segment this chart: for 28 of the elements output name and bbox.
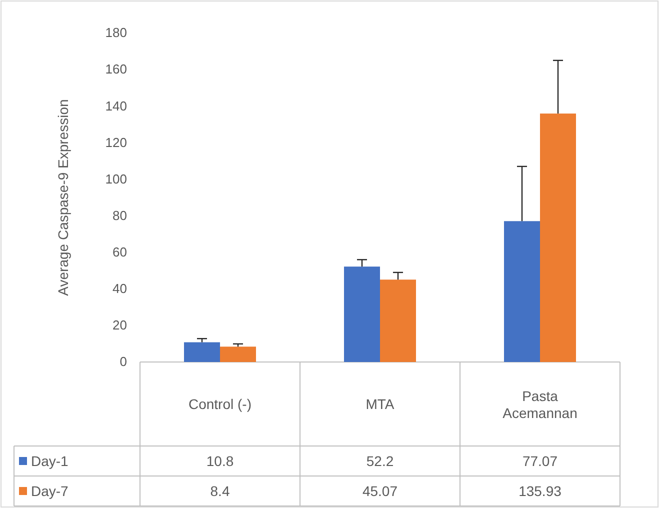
y-tick-label: 160 [105,62,127,77]
bar [344,266,380,362]
data-label: 77.07 [522,453,558,469]
bar [540,114,576,362]
bar [220,346,256,362]
y-tick-label: 60 [112,244,127,260]
y-tick-label: 180 [105,25,127,40]
x-tick-label: Pasta Acemannan [502,388,578,421]
legend-label: Day-7 [31,483,69,499]
x-tick-label: MTA [366,396,395,412]
y-tick-label: 120 [105,134,127,150]
bar [380,280,416,362]
bar [184,342,220,362]
y-tick-label: 0 [120,354,127,370]
bar [504,221,540,362]
y-tick-label: 100 [105,171,127,186]
y-tick-label: 40 [112,281,127,296]
y-tick-label: 20 [112,318,127,333]
data-label: 8.4 [210,483,230,499]
y-tick-label: 140 [105,98,127,114]
y-tick-label: 80 [112,208,127,223]
legend-label: Day-1 [31,453,69,469]
data-label: 10.8 [206,453,234,469]
y-axis-title: Average Caspase-9 Expression [55,99,71,296]
data-label: 45.07 [362,483,398,499]
data-label: 52.2 [366,453,394,469]
data-label: 135.93 [518,483,562,499]
x-tick-label: Control (-) [188,396,252,412]
